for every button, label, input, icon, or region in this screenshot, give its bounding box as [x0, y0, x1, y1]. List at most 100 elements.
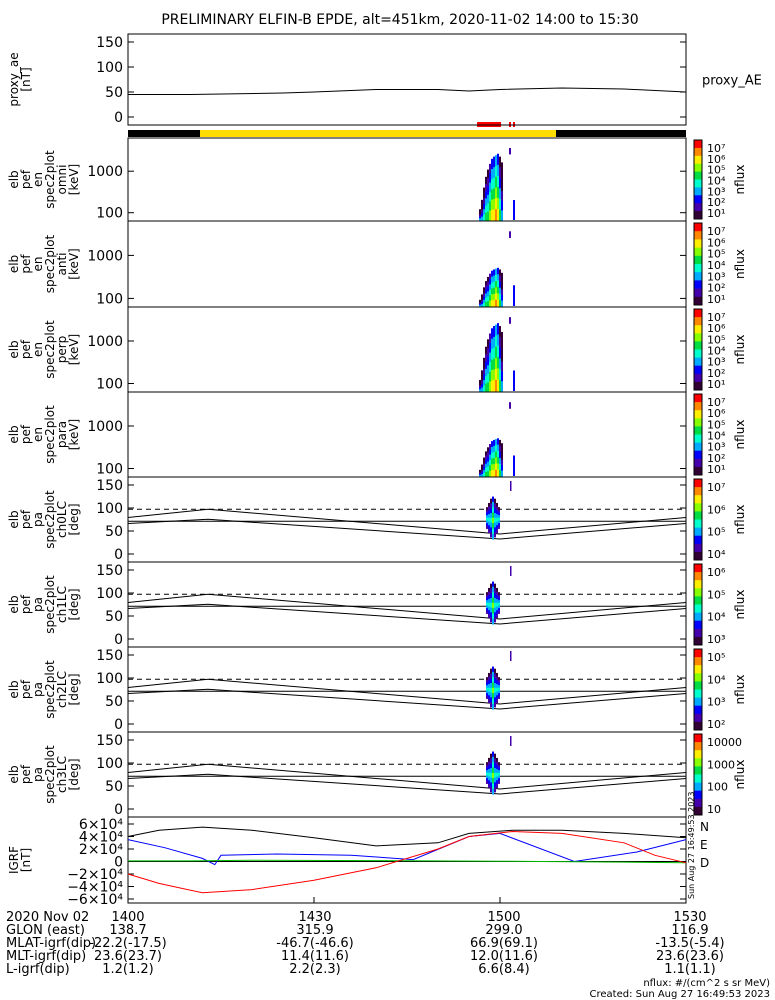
spectrogram-pixel [487, 286, 489, 292]
spectrogram-pixel [498, 677, 500, 681]
spectrogram-pixel [488, 757, 490, 763]
spectrogram-pixel [498, 512, 500, 516]
spectrogram-pixel [479, 299, 481, 302]
colorbar-tick-label: 10³ [707, 441, 725, 454]
spectrogram-pixel [481, 216, 483, 221]
colorbar-tick-label: 10⁷ [707, 481, 725, 494]
spectrogram-pixel [495, 281, 497, 288]
spectrogram-pixel [501, 470, 503, 477]
spectrogram-pixel [486, 509, 488, 513]
spectrogram-pixel [487, 461, 489, 467]
spectrogram-pixel [481, 384, 483, 389]
panel-frame [127, 391, 687, 478]
spectrogram-pixel [509, 231, 511, 238]
spectrogram-pixel [493, 347, 495, 360]
y-tick-label: 150 [96, 648, 123, 664]
y-tick-label: 0 [114, 717, 123, 733]
spectrogram-pixel [494, 583, 496, 589]
spectrogram-pixel [495, 187, 497, 199]
spectrogram-pixel [494, 702, 496, 708]
spectrogram-pixel [483, 198, 485, 205]
spectrogram-pixel [501, 272, 503, 279]
spectrogram-pixel [496, 761, 498, 766]
spectrogram-pixel [481, 464, 483, 467]
spectrogram-pixel [490, 532, 492, 538]
spectrogram-pixel [494, 673, 496, 679]
spectrogram-pixel [490, 522, 492, 528]
spectrogram-pixel [510, 651, 512, 661]
footer-row-value: 1530 [673, 910, 706, 925]
spectrogram-pixel [494, 763, 496, 769]
spectrogram-pixel [488, 776, 490, 781]
spectrogram-pixel [491, 359, 493, 371]
spectrogram-pixel [489, 460, 491, 466]
y-axis-label-line: spec2plot [43, 490, 57, 549]
colorbar-segment [694, 211, 702, 220]
spectrogram-pixel [479, 216, 481, 219]
spectrogram-pixel [494, 612, 496, 618]
spectrogram-pixel [490, 763, 492, 769]
spectrogram-pixel [498, 592, 500, 596]
colorbar-segment [694, 790, 702, 800]
spectrogram-pixel [497, 463, 499, 471]
units-note: nflux: #/(cm^2 s sr MeV) [643, 978, 770, 989]
spectrogram-pixel [498, 778, 500, 782]
y-axis-label-line: perp [55, 336, 69, 364]
colorbar-tick-label: 10⁴ [707, 548, 726, 561]
y-tick-label: 1000 [87, 419, 123, 435]
colorbar-segment [694, 280, 702, 290]
spectrogram-pixel [488, 783, 490, 789]
y-axis-label-line: [keV] [67, 334, 81, 365]
spectrogram-pixel [510, 566, 512, 576]
spectrogram-pixel [483, 379, 485, 386]
spectrogram-pixel [499, 457, 501, 465]
y-axis-label: proxy_ae[nT] [7, 52, 33, 106]
colorbar-segment [694, 187, 702, 196]
footer-row-value: 66.9(69.1) [470, 936, 538, 951]
spectrogram-pixel [486, 517, 488, 521]
spectrogram-pixel [487, 211, 489, 221]
spectrogram-pixel [499, 188, 501, 200]
spectrogram-pixel [494, 683, 496, 689]
spectrogram-pixel [485, 451, 487, 456]
spectrogram-pixel [510, 736, 512, 746]
colorbar-segment [694, 140, 702, 149]
spectrogram-pixel [498, 509, 500, 513]
colorbar-segment [694, 543, 702, 553]
side-stamp-text: Sun Aug 27 16:49:53 2023 [687, 792, 696, 899]
spectrogram-pixel [489, 279, 491, 285]
spectrogram-pixel [498, 695, 500, 699]
colorbar: 10⁷ 10⁶ 10⁵ 10⁴ nflux [693, 478, 747, 561]
spectrogram-pixel [497, 357, 499, 369]
spectrogram-pixel [498, 520, 500, 524]
spectrogram-pixel [492, 751, 494, 758]
y-axis-label-line: pef [19, 424, 33, 444]
igrf-n-line [127, 832, 687, 866]
y-tick-label: 100 [96, 377, 123, 393]
footer-row-value: 116.9 [671, 923, 708, 938]
y-tick-label: 150 [96, 563, 123, 579]
spectrogram-pixel [492, 523, 494, 529]
footer-row-value: -13.5(-5.4) [655, 936, 724, 951]
spectrogram-pixel [490, 697, 492, 703]
panel-para: 1000100elbpefenspec2plotpara[keV]10⁷10⁶1… [7, 391, 747, 478]
spectrogram-pixel [491, 452, 493, 460]
spectrogram-pixel [492, 613, 494, 620]
spectrogram-pixel [483, 357, 485, 364]
spectrogram-pixel [499, 287, 501, 295]
colorbar-segment [694, 325, 702, 334]
spectrogram-pixel [496, 510, 498, 515]
colorbar-segment [694, 798, 702, 808]
colorbar-tick-label: 10⁴ [707, 345, 726, 358]
spectrogram-pixel [481, 468, 483, 471]
spectrogram-pixel [490, 593, 492, 599]
colorbar-label: nflux [733, 420, 747, 450]
spectrogram-pixel [499, 369, 501, 381]
colorbar-segment [694, 766, 702, 775]
spectrogram-pixel [495, 268, 497, 276]
colorbar-label-text: nflux [733, 249, 747, 279]
spectrogram-pixel [486, 682, 488, 686]
colorbar-label-text: nflux [733, 590, 747, 620]
